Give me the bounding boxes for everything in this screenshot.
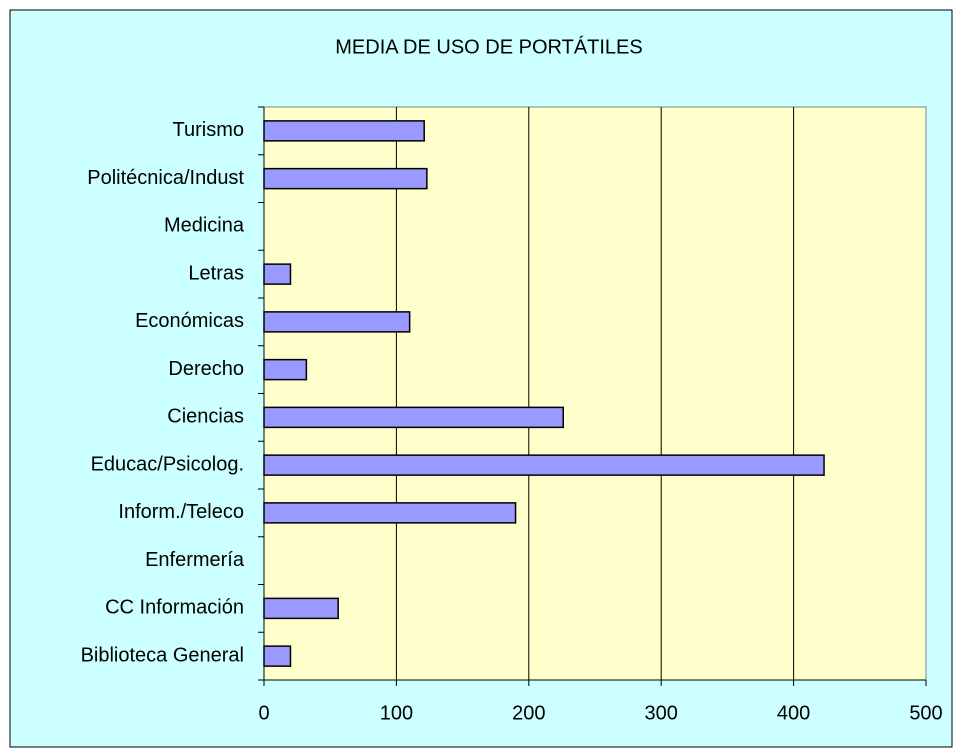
y-tick-label: Biblioteca General <box>81 644 244 666</box>
y-tick-label: CC Información <box>105 597 244 619</box>
bar <box>263 645 292 667</box>
y-tick-label: Enfermería <box>145 549 245 571</box>
x-tick-label: 500 <box>909 702 942 724</box>
bar <box>263 502 517 524</box>
x-tick-label: 400 <box>777 702 810 724</box>
bar <box>263 120 425 142</box>
plot-area <box>263 106 927 681</box>
bar <box>263 263 292 285</box>
x-tick-label: 100 <box>380 702 413 724</box>
y-tick-label: Educac/Psicolog. <box>91 453 244 475</box>
y-tick-label: Medicina <box>164 215 245 237</box>
y-tick-label: Económicas <box>135 310 244 332</box>
y-tick-label: Derecho <box>168 358 244 380</box>
bar <box>263 406 564 429</box>
bar <box>263 311 411 333</box>
y-tick-label: Inform./Teleco <box>118 501 244 523</box>
bar <box>263 167 428 190</box>
y-tick-label: Ciencias <box>167 406 244 428</box>
y-tick-label: Turismo <box>173 119 244 141</box>
y-tick-label: Letras <box>188 262 244 284</box>
bar <box>263 454 825 476</box>
x-tick-label: 300 <box>645 702 678 724</box>
y-tick-label: Politécnica/Indust <box>87 167 244 189</box>
bar <box>263 358 308 381</box>
chart-title: MEDIA DE USO DE PORTÁTILES <box>335 35 642 58</box>
x-tick-label: 0 <box>258 702 269 724</box>
bar <box>263 597 339 620</box>
x-tick-label: 200 <box>512 702 545 724</box>
